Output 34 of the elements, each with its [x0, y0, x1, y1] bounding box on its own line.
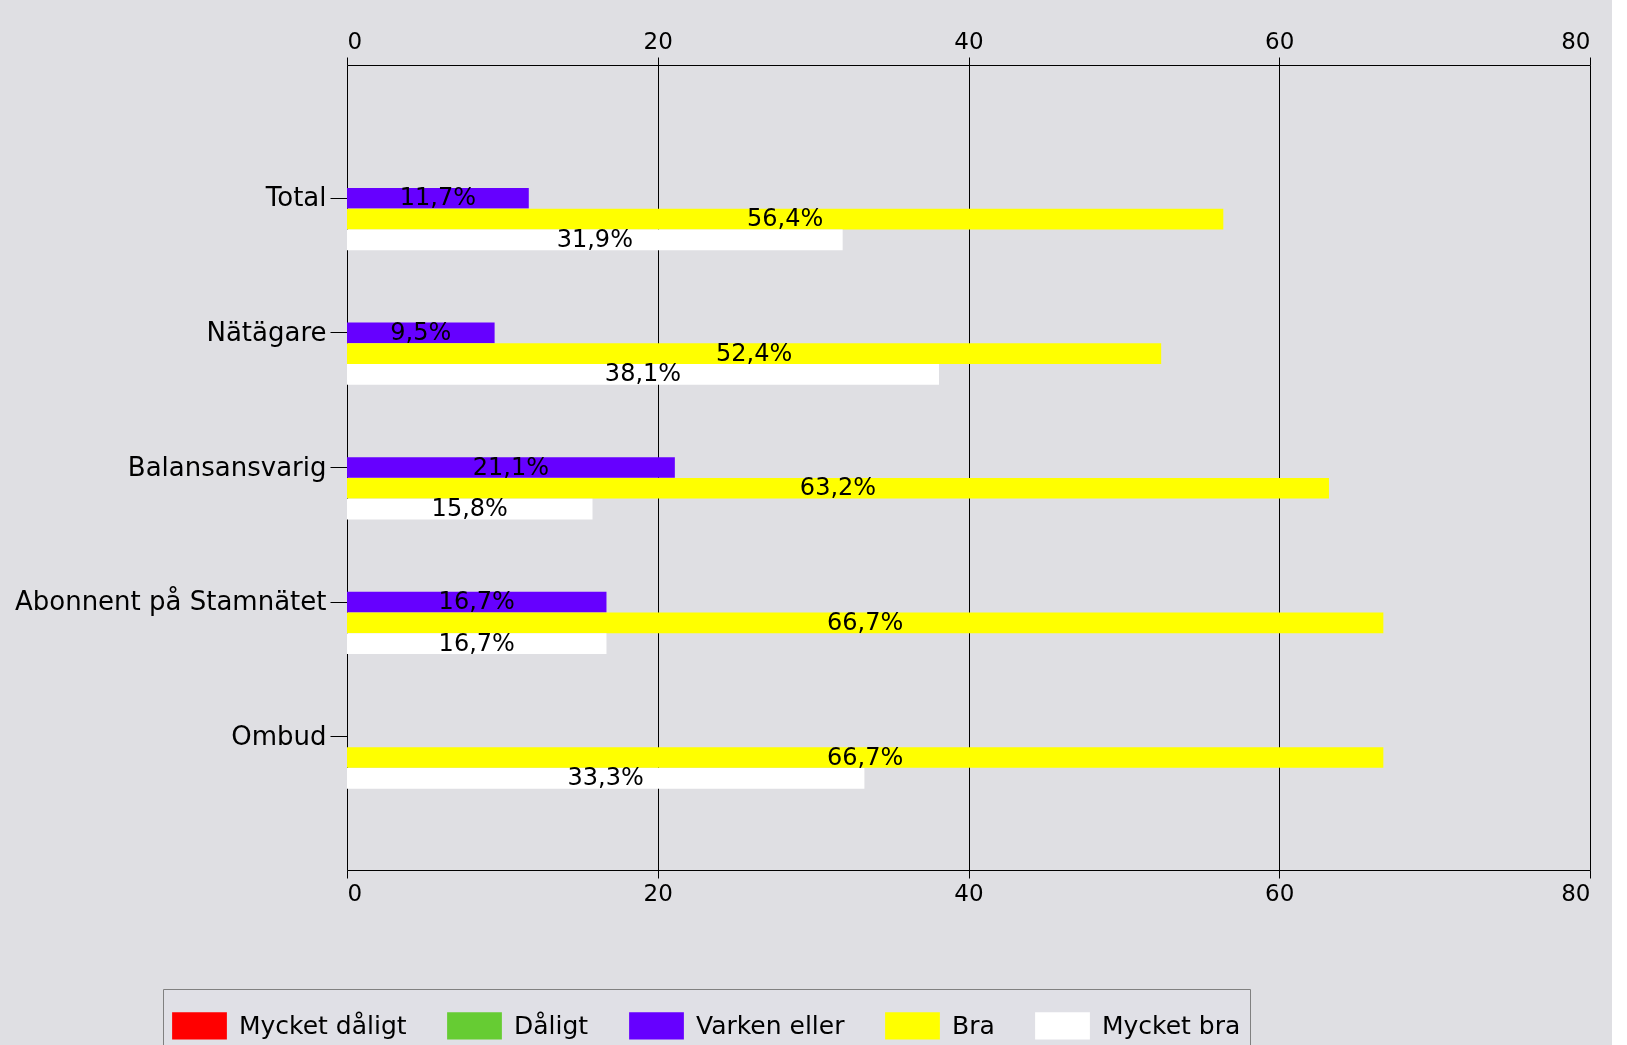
x-tick-label: 40 — [954, 879, 984, 906]
data-label: 63,2% — [799, 473, 877, 502]
data-label: 66,7% — [827, 607, 904, 636]
x2-tick-label: 80 — [1561, 27, 1591, 54]
x-tick-label: 0 — [347, 879, 363, 906]
data-label: 21,1% — [472, 452, 550, 481]
x2-tick-label: 0 — [347, 27, 363, 54]
data-label: 38,1% — [604, 359, 682, 388]
data-label: 15,8% — [431, 494, 508, 523]
y-tick-label: Balansansvarig — [127, 451, 327, 482]
data-label: 33,3% — [567, 763, 644, 792]
data-label: 66,7% — [827, 742, 904, 771]
data-label: 56,4% — [747, 204, 824, 233]
data-label: 16,7% — [438, 587, 515, 616]
legend-label: Mycket dåligt — [239, 1010, 407, 1040]
data-label: 9,5% — [390, 317, 452, 346]
data-label: 52,4% — [715, 338, 793, 367]
y-tick-label: Ombud — [231, 720, 327, 751]
data-label: 11,7% — [399, 183, 477, 212]
y-tick-label: Total — [264, 182, 327, 213]
legend-label: Dåligt — [514, 1010, 589, 1040]
x-tick-label: 20 — [643, 879, 673, 906]
x-tick-label: 80 — [1561, 879, 1591, 906]
data-label: 16,7% — [438, 628, 515, 657]
legend-label: Varken eller — [696, 1010, 846, 1040]
x2-tick-label: 20 — [643, 27, 673, 54]
x-tick-label: 60 — [1265, 879, 1295, 906]
x2-tick-label: 60 — [1265, 27, 1295, 54]
y-tick-label: Abonnent på Stamnätet — [14, 586, 327, 617]
y-tick-label: Nätägare — [206, 316, 327, 347]
data-label: 31,9% — [556, 224, 633, 253]
legend-label: Bra — [952, 1010, 995, 1040]
x2-tick-label: 40 — [954, 27, 984, 54]
legend-label: Mycket bra — [1102, 1010, 1241, 1040]
